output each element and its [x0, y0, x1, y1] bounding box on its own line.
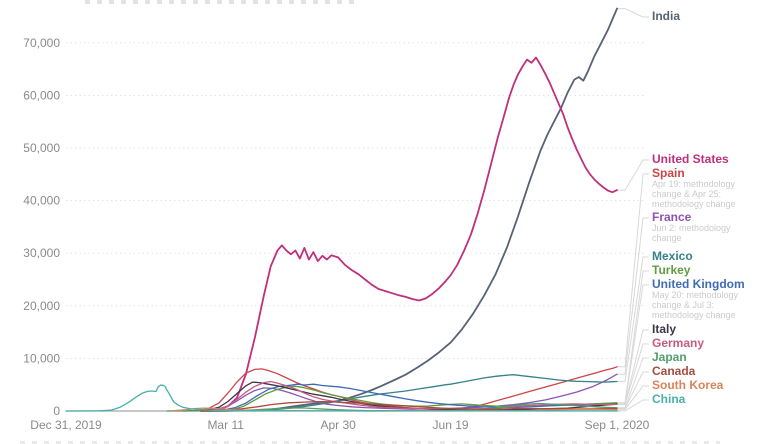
series-line-china[interactable] [65, 384, 618, 412]
x-tick-label: Dec 31, 2019 [30, 418, 102, 432]
y-tick-label: 10,000 [23, 351, 60, 365]
leader-line-france [617, 217, 649, 375]
leader-line-south-korea [617, 385, 649, 411]
cropped-title-remnant [85, 0, 355, 4]
leader-line-united-states [617, 159, 649, 191]
x-tick-label: Jun 19 [433, 418, 469, 432]
leader-line-spain [617, 173, 649, 368]
series-label-japan[interactable]: Japan [652, 350, 687, 364]
series-label-united-states[interactable]: United States [652, 152, 729, 166]
leader-line-china [617, 399, 649, 412]
series-label-france[interactable]: France [652, 210, 692, 224]
y-tick-label: 50,000 [23, 141, 60, 155]
methodology-note: Jun 2: methodology change [652, 223, 731, 243]
series-line-germany[interactable] [191, 380, 618, 412]
series-line-mexico[interactable] [240, 374, 618, 412]
y-tick-label: 60,000 [23, 88, 60, 102]
leader-line-japan [617, 357, 649, 409]
x-tick-label: Sep 1, 2020 [585, 418, 650, 432]
series-line-france[interactable] [189, 373, 618, 412]
series-label-india[interactable]: India [652, 9, 681, 23]
y-tick-label: 70,000 [23, 36, 60, 50]
methodology-note: Apr 19: methodology change & Apr 25: met… [652, 179, 736, 209]
series-label-mexico[interactable]: Mexico [652, 249, 693, 263]
series-label-china[interactable]: China [652, 392, 686, 406]
x-tick-label: Apr 30 [320, 418, 356, 432]
leader-line-mexico [617, 256, 649, 382]
y-tick-label: 30,000 [23, 246, 60, 260]
series-label-italy[interactable]: Italy [652, 322, 677, 336]
leader-line-turkey [617, 270, 649, 404]
series-line-spain[interactable] [182, 366, 618, 412]
series-label-south-korea[interactable]: South Korea [652, 378, 724, 392]
x-tick-label: Mar 11 [207, 418, 244, 432]
leader-line-india [617, 8, 649, 18]
series-label-united-kingdom[interactable]: United Kingdom [652, 277, 745, 291]
y-tick-label: 40,000 [23, 194, 60, 208]
cropped-caption-remnant [20, 441, 720, 444]
series-line-canada[interactable] [200, 400, 618, 412]
y-tick-label: 0 [53, 404, 60, 418]
leader-line-germany [617, 343, 649, 405]
series-line-india[interactable] [199, 7, 618, 412]
series-line-united-states[interactable] [199, 56, 618, 412]
series-line-united-kingdom[interactable] [195, 383, 618, 412]
methodology-note: May 20: methodology change & Jul 3: meth… [652, 290, 739, 320]
y-tick-label: 20,000 [23, 299, 60, 313]
series-label-germany[interactable]: Germany [652, 336, 705, 350]
series-label-canada[interactable]: Canada [652, 364, 696, 378]
series-label-spain[interactable]: Spain [652, 166, 685, 180]
leader-line-canada [617, 371, 649, 409]
series-label-turkey[interactable]: Turkey [652, 263, 691, 277]
